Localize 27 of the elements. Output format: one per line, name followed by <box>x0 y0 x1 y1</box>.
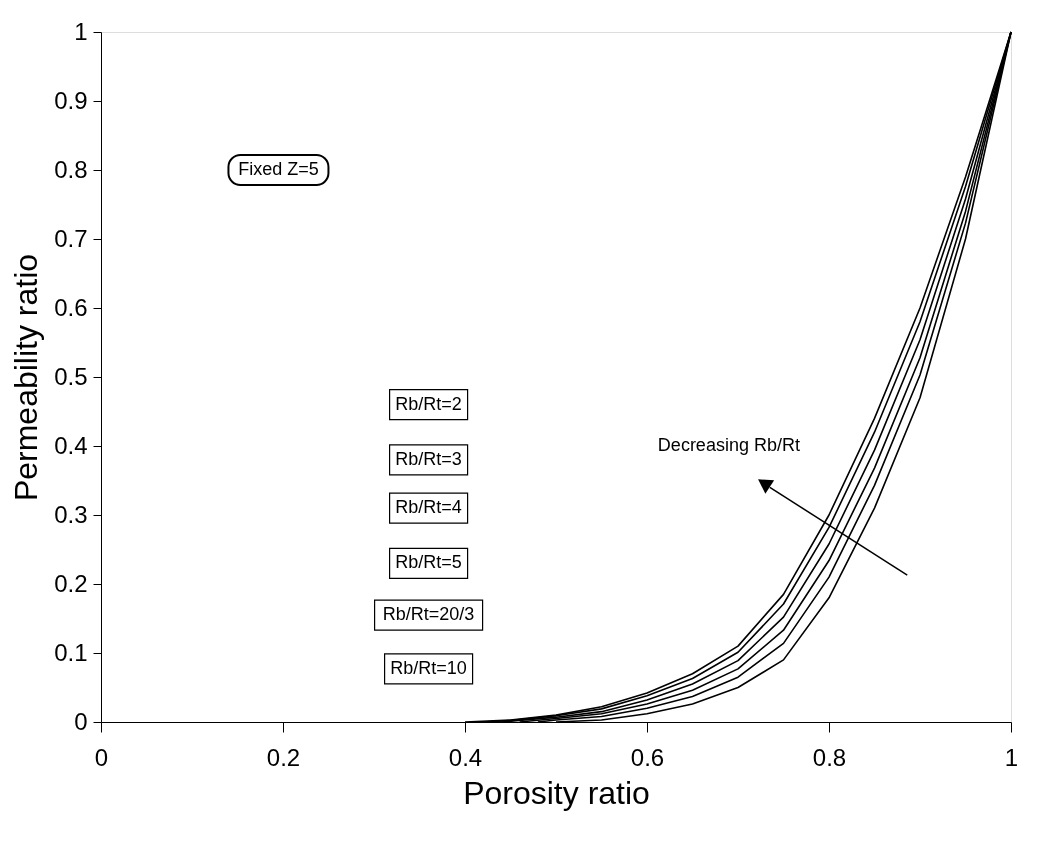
text: Rb/Rt=2 <box>395 393 462 414</box>
y-tick-label: 1 <box>74 17 88 45</box>
text: Rb/Rt=20/3 <box>382 604 475 625</box>
y-tick-label: 0.5 <box>54 362 88 390</box>
text: Rb/Rt=3 <box>395 448 462 469</box>
y-axis-title: Permeability ratio <box>8 253 45 502</box>
annotation: Decreasing Rb/Rt <box>657 435 800 455</box>
x-tick-label: 0.4 <box>448 743 483 771</box>
y-tick-label: 0.9 <box>54 86 88 114</box>
y-tick-label: 0.4 <box>54 431 88 459</box>
y-tick-label: 0.2 <box>54 569 88 597</box>
text: Rb/Rt=4 <box>395 497 462 518</box>
x-tick-label: 0.6 <box>630 743 665 771</box>
y-tick-label: 0.8 <box>54 155 88 183</box>
x-tick-label: 0.2 <box>266 743 301 771</box>
x-axis-title: Porosity ratio <box>463 774 650 811</box>
text: Rb/Rt=5 <box>395 552 462 573</box>
x-tick-label: 1 <box>1004 743 1019 771</box>
y-tick-label: 0.1 <box>54 638 88 666</box>
y-tick-label: 0 <box>74 707 88 735</box>
x-tick-label: 0.8 <box>812 743 847 771</box>
annotation: Fixed Z=5 <box>238 159 319 179</box>
y-tick-label: 0.3 <box>54 500 88 528</box>
y-tick-label: 0.6 <box>54 293 88 321</box>
y-tick-label: 0.7 <box>54 224 88 252</box>
x-tick-label: 0 <box>94 743 109 771</box>
text: Rb/Rt=10 <box>390 657 467 678</box>
